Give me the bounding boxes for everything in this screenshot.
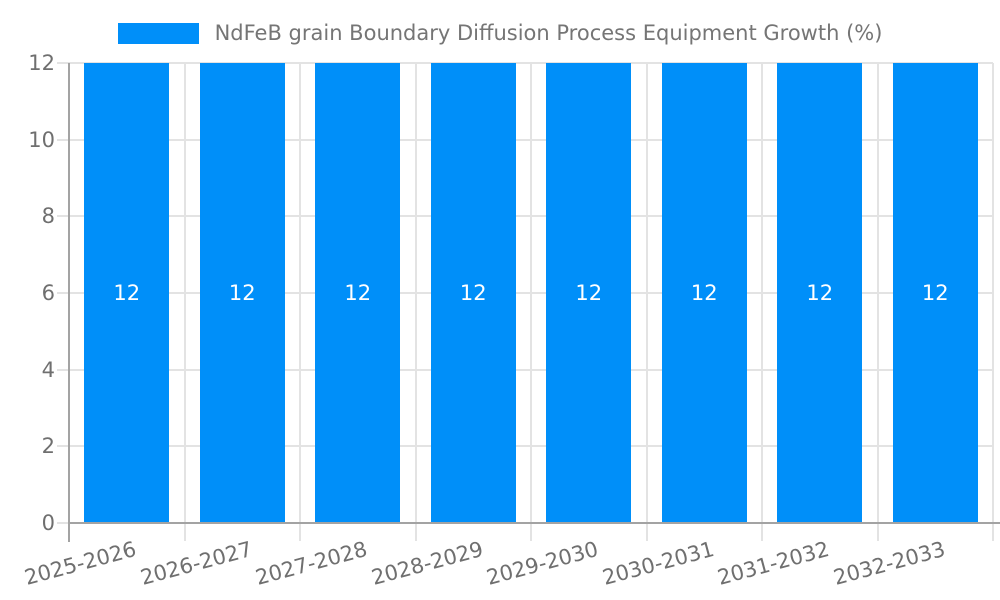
bar-value-label: 12 (228, 281, 256, 305)
bar: 12 (315, 63, 401, 523)
x-tick-mark (876, 523, 879, 541)
bar: 12 (777, 63, 863, 523)
x-tick-label: 2030-2031 (599, 537, 717, 590)
bar-value-label: 12 (113, 281, 141, 305)
y-tick-mark (57, 368, 69, 371)
x-tick-label: 2025-2026 (22, 537, 139, 590)
x-tick-mark (414, 523, 417, 541)
bar-value-label: 12 (459, 281, 487, 305)
y-tick-label: 10 (28, 127, 55, 152)
x-tick-mark (645, 523, 648, 541)
x-tick-mark (761, 523, 763, 541)
x-tick-mark (183, 523, 186, 541)
gridline-x (992, 63, 994, 523)
bar: 12 (84, 63, 170, 523)
bar-value-label: 12 (921, 281, 949, 305)
legend: NdFeB grain Boundary Diffusion Process E… (0, 20, 1000, 46)
bar-value-label: 12 (575, 281, 603, 305)
y-axis-line (68, 63, 70, 542)
x-axis-line (69, 522, 1000, 524)
y-tick-mark (57, 62, 69, 64)
x-tick-label: 2026-2027 (137, 537, 255, 590)
y-tick-label: 12 (28, 51, 55, 75)
x-tick-label: 2028-2029 (368, 537, 486, 590)
bar: 12 (546, 63, 632, 523)
y-tick-mark (57, 292, 69, 294)
x-tick-mark (992, 523, 994, 541)
gridline-x (876, 63, 879, 523)
y-tick-label: 8 (41, 204, 55, 229)
gridline-x (299, 63, 301, 523)
bar-value-label: 12 (690, 281, 718, 305)
x-tick-label: 2031-2032 (715, 537, 832, 590)
gridline-x (761, 63, 763, 523)
y-tick-mark (57, 138, 69, 141)
legend-swatch-icon (117, 22, 199, 44)
gridline-x (183, 63, 186, 523)
x-tick-label: 2027-2028 (253, 537, 370, 590)
y-tick-label: 0 (41, 511, 55, 535)
y-tick-label: 4 (41, 357, 55, 382)
y-tick-mark (57, 215, 69, 218)
bar-value-label: 12 (806, 281, 834, 305)
x-tick-label: 2032-2033 (830, 537, 948, 590)
x-tick-mark (299, 523, 301, 541)
x-tick-mark (530, 523, 532, 541)
y-tick-mark (57, 445, 69, 448)
bar: 12 (892, 63, 978, 523)
bar: 12 (199, 63, 285, 523)
y-tick-label: 2 (41, 434, 55, 459)
bar-value-label: 12 (344, 281, 372, 305)
bar: 12 (661, 63, 747, 523)
x-tick-label: 2029-2030 (484, 537, 601, 590)
legend-label: NdFeB grain Boundary Diffusion Process E… (214, 21, 883, 45)
gridline-x (530, 63, 532, 523)
gridline-x (645, 63, 648, 523)
y-tick-mark (57, 522, 69, 524)
gridline-x (414, 63, 417, 523)
bar: 12 (430, 63, 516, 523)
y-tick-label: 6 (41, 281, 55, 305)
legend-item[interactable]: NdFeB grain Boundary Diffusion Process E… (117, 20, 883, 46)
